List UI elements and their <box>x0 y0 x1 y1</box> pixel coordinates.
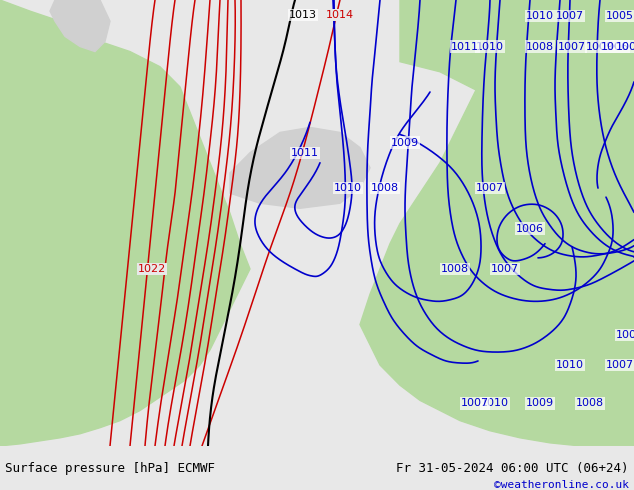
Polygon shape <box>0 0 250 446</box>
Text: 1008: 1008 <box>371 183 399 193</box>
Text: 1006: 1006 <box>516 223 544 234</box>
Text: 1013: 1013 <box>289 10 317 20</box>
Text: 1008: 1008 <box>616 330 634 340</box>
Text: 1006: 1006 <box>601 42 629 51</box>
Text: 1007: 1007 <box>606 360 634 370</box>
Text: 1007: 1007 <box>476 183 504 193</box>
Text: 1022: 1022 <box>138 264 166 274</box>
Text: 1010: 1010 <box>556 360 584 370</box>
Text: 1008: 1008 <box>526 42 554 51</box>
Text: 1009: 1009 <box>586 42 614 51</box>
Text: 1009: 1009 <box>526 398 554 409</box>
Text: 1010: 1010 <box>476 42 504 51</box>
Text: 1007: 1007 <box>558 42 586 51</box>
Text: 1005: 1005 <box>606 11 634 21</box>
Text: 1007: 1007 <box>556 11 584 21</box>
Polygon shape <box>400 0 634 92</box>
Text: 1008: 1008 <box>441 264 469 274</box>
Text: 1008: 1008 <box>576 398 604 409</box>
Text: 1011: 1011 <box>451 42 479 51</box>
Polygon shape <box>50 0 110 51</box>
Text: 1009: 1009 <box>391 138 419 147</box>
Polygon shape <box>0 0 634 446</box>
Text: 1007: 1007 <box>491 264 519 274</box>
Polygon shape <box>230 127 370 208</box>
Text: 1011: 1011 <box>291 147 319 158</box>
Polygon shape <box>360 0 634 446</box>
Text: 1014: 1014 <box>326 10 354 20</box>
Text: 1010: 1010 <box>526 11 554 21</box>
Text: 1007: 1007 <box>461 398 489 409</box>
Text: 1004: 1004 <box>616 42 634 51</box>
Text: 1010: 1010 <box>334 183 362 193</box>
Text: 1010: 1010 <box>481 398 509 409</box>
Text: Surface pressure [hPa] ECMWF: Surface pressure [hPa] ECMWF <box>5 462 215 475</box>
Text: Fr 31-05-2024 06:00 UTC (06+24): Fr 31-05-2024 06:00 UTC (06+24) <box>396 462 629 475</box>
Text: ©weatheronline.co.uk: ©weatheronline.co.uk <box>494 480 629 490</box>
